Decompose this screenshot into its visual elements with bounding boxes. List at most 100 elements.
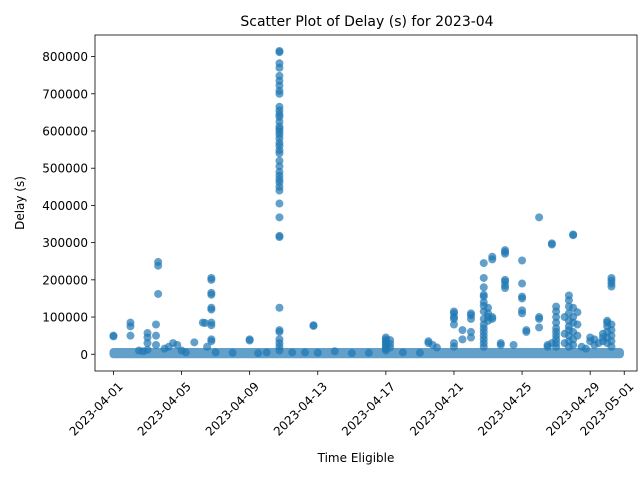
data-point <box>535 323 544 332</box>
data-point <box>154 289 163 298</box>
data-point <box>275 346 284 355</box>
data-point <box>275 327 284 336</box>
y-tick-label: 200000 <box>42 273 88 287</box>
data-point <box>288 348 297 357</box>
data-point <box>300 348 309 357</box>
data-point <box>313 348 322 357</box>
data-point <box>501 249 510 258</box>
y-axis: 0 100000 200000 300000 400000 500000 600000 700… <box>42 50 95 362</box>
data-point <box>535 314 544 323</box>
data-point <box>275 303 284 312</box>
y-tick-label: 0 <box>80 348 88 362</box>
data-point <box>275 156 284 165</box>
data-point <box>275 89 284 98</box>
data-point <box>479 292 488 301</box>
data-point <box>607 282 616 291</box>
data-point <box>479 342 488 351</box>
data-point <box>126 322 135 331</box>
data-point <box>569 231 578 240</box>
data-point <box>386 343 395 352</box>
data-point <box>552 307 561 316</box>
data-point <box>262 348 271 357</box>
data-point <box>152 331 161 340</box>
data-point <box>522 327 531 336</box>
data-point <box>479 273 488 282</box>
data-point <box>552 318 561 327</box>
data-point <box>275 199 284 208</box>
data-point <box>207 275 216 284</box>
data-point <box>275 233 284 242</box>
data-point <box>607 331 616 340</box>
data-point <box>275 186 284 195</box>
data-point <box>479 259 488 268</box>
data-point <box>152 340 161 349</box>
data-point <box>518 294 527 303</box>
data-point <box>330 347 339 356</box>
data-point <box>547 240 556 249</box>
y-tick-label: 400000 <box>42 199 88 213</box>
data-point <box>581 344 590 353</box>
data-point <box>275 149 284 158</box>
data-point <box>449 320 458 329</box>
y-tick-label: 100000 <box>42 311 88 325</box>
data-point <box>518 256 527 265</box>
data-point <box>496 340 505 349</box>
data-point <box>573 308 582 317</box>
data-point <box>126 331 135 340</box>
data-point <box>190 338 199 347</box>
data-point <box>488 314 497 323</box>
data-point <box>200 319 209 327</box>
data-point <box>573 331 582 340</box>
data-point <box>203 342 212 351</box>
data-point <box>415 348 424 357</box>
data-point <box>181 348 190 357</box>
points-layer <box>109 47 624 359</box>
data-point <box>573 320 582 329</box>
plot-frame <box>94 34 638 372</box>
y-axis-title: Delay (s) <box>13 176 27 230</box>
data-point <box>207 305 216 314</box>
data-point <box>211 348 220 357</box>
data-point <box>569 340 578 349</box>
data-point <box>432 343 441 352</box>
data-point <box>509 340 518 349</box>
data-point <box>347 349 356 358</box>
data-point <box>607 326 616 335</box>
data-point <box>607 342 616 351</box>
data-point <box>607 337 616 346</box>
y-tick-label: 700000 <box>42 87 88 101</box>
data-point <box>143 345 152 354</box>
data-point <box>449 342 458 351</box>
data-point <box>501 284 510 293</box>
data-point <box>552 342 561 351</box>
data-point <box>466 327 475 336</box>
data-point <box>275 63 284 72</box>
data-point <box>275 162 284 171</box>
data-point <box>254 349 263 358</box>
data-point <box>607 320 616 329</box>
y-tick-label: 300000 <box>42 236 88 250</box>
data-point <box>518 279 527 288</box>
data-point <box>398 348 407 357</box>
y-tick-label: 600000 <box>42 125 88 139</box>
y-tick-label: 800000 <box>42 50 88 64</box>
data-point <box>275 48 284 57</box>
data-point <box>535 213 544 222</box>
data-point <box>228 348 237 357</box>
data-point <box>552 313 561 322</box>
data-point <box>479 283 488 292</box>
chart-title: Scatter Plot of Delay (s) for 2023-04 <box>240 14 493 30</box>
data-point <box>466 333 475 342</box>
data-point <box>275 213 284 222</box>
data-point <box>564 296 573 305</box>
data-point <box>484 303 493 312</box>
data-point <box>466 314 475 323</box>
data-point <box>488 255 497 264</box>
data-point <box>364 348 373 357</box>
data-point <box>173 340 182 349</box>
data-point <box>207 290 216 299</box>
data-point <box>245 336 254 345</box>
data-point <box>449 314 458 323</box>
